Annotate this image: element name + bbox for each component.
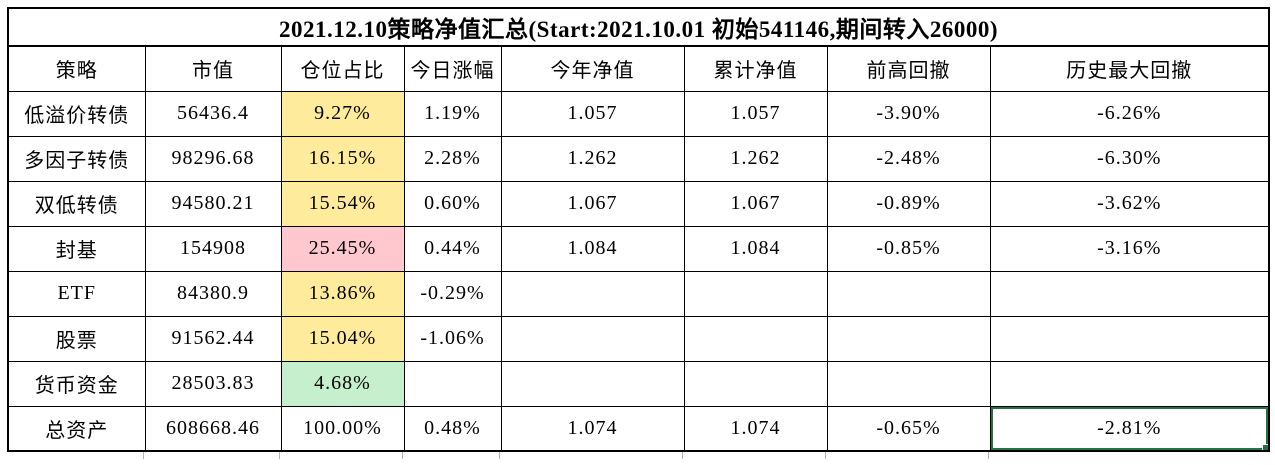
cell-cum-nav[interactable] [683, 315, 828, 362]
cell-today-change[interactable]: 0.44% [403, 225, 502, 272]
cell-position-pct[interactable]: 4.68% [280, 360, 405, 407]
cell-market-value[interactable]: 154908 [144, 225, 282, 272]
cell-position-pct[interactable]: 25.45% [280, 225, 405, 272]
cell-position-pct[interactable]: 9.27% [280, 90, 405, 137]
cell-today-change[interactable]: 0.48% [403, 405, 502, 452]
cell-today-change[interactable] [403, 360, 502, 407]
cell-drawdown-from-high[interactable]: -0.89% [826, 180, 991, 227]
cell-ytd-nav[interactable]: 1.067 [500, 180, 685, 227]
cell-max-drawdown[interactable] [989, 360, 1270, 407]
cell-today-change[interactable]: 0.60% [403, 180, 502, 227]
cell-strategy[interactable]: 低溢价转债 [7, 90, 146, 137]
cell-cum-nav[interactable]: 1.262 [683, 135, 828, 182]
cell-market-value[interactable]: 28503.83 [144, 360, 282, 407]
cell-drawdown-from-high[interactable]: -2.48% [826, 135, 991, 182]
cell-ytd-nav[interactable] [500, 315, 685, 362]
cell-cum-nav[interactable]: 1.074 [683, 405, 828, 452]
table-row: 股票 91562.44 15.04% -1.06% [7, 315, 1270, 362]
cell-strategy[interactable]: 多因子转债 [7, 135, 146, 182]
cell-drawdown-from-high[interactable]: -0.65% [826, 405, 991, 452]
cell-ytd-nav[interactable]: 1.057 [500, 90, 685, 137]
cell-strategy[interactable]: ETF [7, 270, 146, 317]
table-row: ETF 84380.9 13.86% -0.29% [7, 270, 1270, 317]
cell-max-drawdown[interactable] [989, 315, 1270, 362]
cell-cum-nav[interactable]: 1.057 [683, 90, 828, 137]
cell-today-change[interactable]: 2.28% [403, 135, 502, 182]
table-row: 货币资金 28503.83 4.68% [7, 360, 1270, 407]
title-row: 2021.12.10策略净值汇总(Start:2021.10.01 初始5411… [7, 7, 1270, 47]
cell-market-value[interactable]: 56436.4 [144, 90, 282, 137]
table-row: 封基 154908 25.45% 0.44% 1.084 1.084 -0.85… [7, 225, 1270, 272]
cell-market-value[interactable]: 84380.9 [144, 270, 282, 317]
cell-position-pct[interactable]: 13.86% [280, 270, 405, 317]
col-header-position-pct[interactable]: 仓位占比 [280, 45, 405, 92]
cell-max-drawdown[interactable]: -6.30% [989, 135, 1270, 182]
cell-strategy[interactable]: 货币资金 [7, 360, 146, 407]
cell-position-pct[interactable]: 100.00% [280, 405, 405, 452]
cell-ytd-nav[interactable]: 1.084 [500, 225, 685, 272]
table-row: 低溢价转债 56436.4 9.27% 1.19% 1.057 1.057 -3… [7, 90, 1270, 137]
table-title[interactable]: 2021.12.10策略净值汇总(Start:2021.10.01 初始5411… [7, 7, 1270, 47]
cell-cum-nav[interactable] [683, 270, 828, 317]
cell-ytd-nav[interactable] [500, 270, 685, 317]
cell-strategy[interactable]: 总资产 [7, 405, 146, 452]
cell-today-change[interactable]: -1.06% [403, 315, 502, 362]
cell-max-drawdown[interactable]: -3.62% [989, 180, 1270, 227]
cell-cum-nav[interactable] [683, 360, 828, 407]
cell-drawdown-from-high[interactable] [826, 360, 991, 407]
cell-market-value[interactable]: 94580.21 [144, 180, 282, 227]
table-row: 双低转债 94580.21 15.54% 0.60% 1.067 1.067 -… [7, 180, 1270, 227]
cell-position-pct[interactable]: 15.54% [280, 180, 405, 227]
cell-today-change[interactable]: -0.29% [403, 270, 502, 317]
col-header-drawdown-from-high[interactable]: 前高回撤 [826, 45, 991, 92]
cell-drawdown-from-high[interactable] [826, 270, 991, 317]
col-header-market-value[interactable]: 市值 [144, 45, 282, 92]
cell-cum-nav[interactable]: 1.084 [683, 225, 828, 272]
cell-market-value[interactable]: 91562.44 [144, 315, 282, 362]
cell-strategy[interactable]: 双低转债 [7, 180, 146, 227]
col-header-ytd-nav[interactable]: 今年净值 [500, 45, 685, 92]
cell-market-value[interactable]: 98296.68 [144, 135, 282, 182]
cell-strategy[interactable]: 封基 [7, 225, 146, 272]
cell-ytd-nav[interactable]: 1.262 [500, 135, 685, 182]
cell-max-drawdown[interactable]: -6.26% [989, 90, 1270, 137]
cell-ytd-nav[interactable]: 1.074 [500, 405, 685, 452]
cell-drawdown-from-high[interactable] [826, 315, 991, 362]
table-row: 多因子转债 98296.68 16.15% 2.28% 1.262 1.262 … [7, 135, 1270, 182]
cell-drawdown-from-high[interactable]: -3.90% [826, 90, 991, 137]
cell-today-change[interactable]: 1.19% [403, 90, 502, 137]
cell-strategy[interactable]: 股票 [7, 315, 146, 362]
cell-cum-nav[interactable]: 1.067 [683, 180, 828, 227]
col-header-strategy[interactable]: 策略 [7, 45, 146, 92]
table-row-total: 总资产 608668.46 100.00% 0.48% 1.074 1.074 … [7, 405, 1270, 452]
col-header-cum-nav[interactable]: 累计净值 [683, 45, 828, 92]
col-header-max-drawdown[interactable]: 历史最大回撤 [989, 45, 1270, 92]
cell-drawdown-from-high[interactable]: -0.85% [826, 225, 991, 272]
cell-max-drawdown[interactable]: -3.16% [989, 225, 1270, 272]
header-row: 策略 市值 仓位占比 今日涨幅 今年净值 累计净值 前高回撤 历史最大回撤 [7, 45, 1270, 92]
cell-ytd-nav[interactable] [500, 360, 685, 407]
cell-max-drawdown[interactable] [989, 270, 1270, 317]
cell-market-value[interactable]: 608668.46 [144, 405, 282, 452]
strategy-summary-table: 2021.12.10策略净值汇总(Start:2021.10.01 初始5411… [7, 7, 1271, 452]
cell-position-pct[interactable]: 15.04% [280, 315, 405, 362]
col-header-today-change[interactable]: 今日涨幅 [403, 45, 502, 92]
selected-cell-max-drawdown[interactable]: -2.81% [989, 405, 1270, 452]
cell-position-pct[interactable]: 16.15% [280, 135, 405, 182]
grid-continuation-strip [7, 452, 1268, 459]
